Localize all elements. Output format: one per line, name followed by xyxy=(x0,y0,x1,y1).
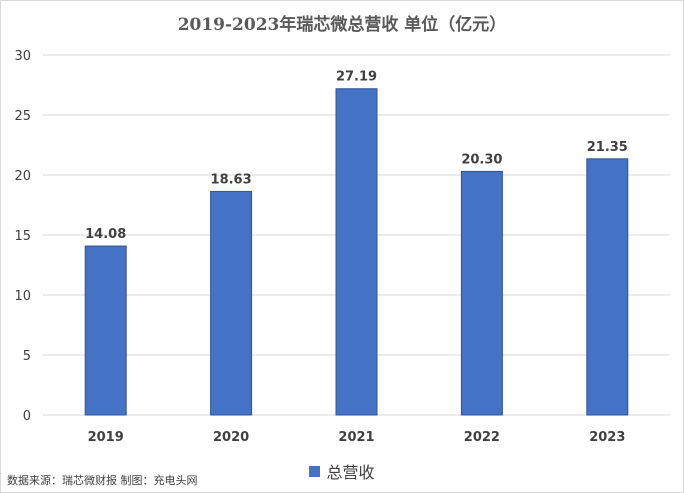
y-tick-label: 5 xyxy=(23,349,31,364)
chart-title: 2019-2023年瑞芯微总营收 单位（亿元） xyxy=(177,15,507,35)
data-label: 21.35 xyxy=(587,140,628,155)
data-label: 27.19 xyxy=(336,70,377,85)
legend-swatch xyxy=(309,465,321,477)
data-label: 14.08 xyxy=(85,227,126,242)
bar xyxy=(210,190,253,416)
data-label: 18.63 xyxy=(211,172,252,187)
source-note: 数据来源：瑞芯微财报 制图：充电头网 xyxy=(7,474,198,487)
x-tick-label: 2019 xyxy=(88,430,124,445)
legend-label: 总营收 xyxy=(326,463,375,482)
x-tick-label: 2023 xyxy=(589,430,625,445)
bar xyxy=(335,88,378,416)
x-tick-label: 2021 xyxy=(338,430,374,445)
y-tick-label: 20 xyxy=(14,169,31,184)
data-label: 20.30 xyxy=(461,152,502,167)
y-tick-label: 30 xyxy=(14,49,31,64)
x-tick-label: 2022 xyxy=(464,430,500,445)
y-tick-label: 25 xyxy=(14,109,31,124)
y-tick-label: 10 xyxy=(14,289,31,304)
y-tick-label: 15 xyxy=(14,229,31,244)
y-tick-label: 0 xyxy=(23,409,31,424)
bar xyxy=(586,158,629,416)
x-tick-label: 2020 xyxy=(213,430,249,445)
bar xyxy=(460,170,503,416)
bar xyxy=(84,245,127,416)
legend: 总营收 xyxy=(1,459,683,483)
